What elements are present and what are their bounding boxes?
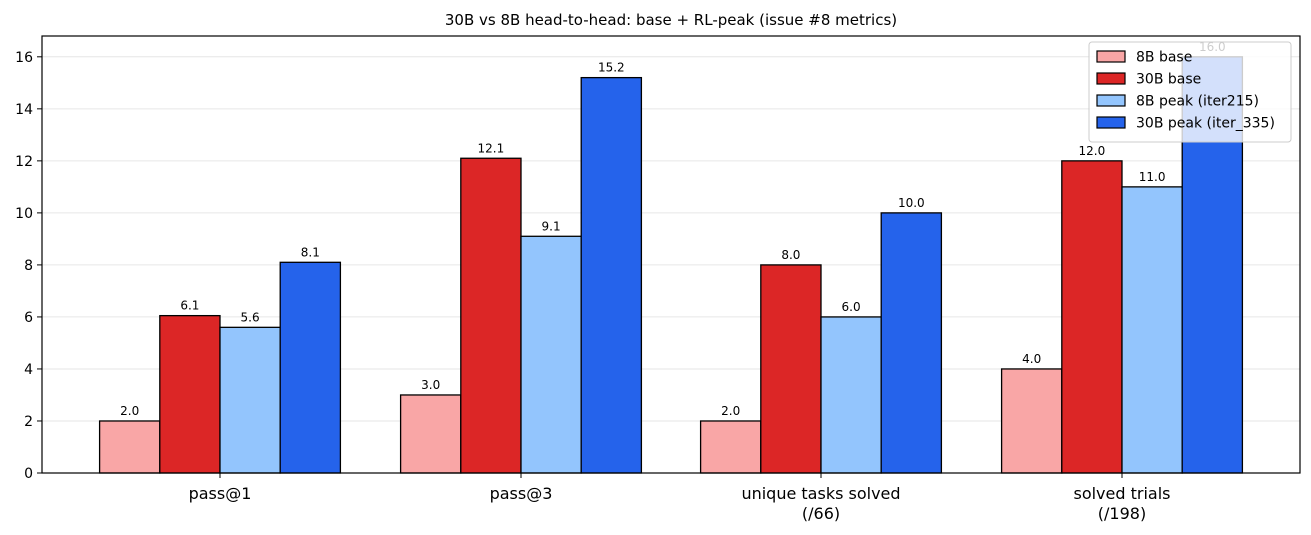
legend-box (1088, 41, 1292, 143)
legend-label: 30B peak (iter_335) (1136, 116, 1275, 132)
data-label: 3.0 (421, 378, 440, 392)
y-tick-label: 2 (24, 414, 33, 430)
data-label: 11.0 (1139, 170, 1166, 184)
bar (159, 314, 221, 474)
bar (279, 261, 342, 474)
data-label: 10.0 (898, 196, 925, 210)
legend-swatch (1096, 94, 1126, 107)
data-label: 6.0 (842, 300, 861, 314)
x-tick-label: pass@1 (189, 484, 252, 503)
data-label: 4.0 (1022, 352, 1041, 366)
y-tick-label: 14 (15, 102, 33, 118)
bar (1000, 368, 1063, 474)
legend-label: 30B base (1136, 72, 1201, 88)
x-tick-label: (/66) (802, 504, 840, 523)
legend: 8B base 30B base 8B peak (iter215) 30B peak… (1088, 41, 1292, 143)
bar (1121, 186, 1183, 474)
data-label: 8.0 (781, 248, 800, 262)
bar (580, 76, 643, 474)
bar (760, 264, 822, 474)
data-label: 8.1 (301, 245, 320, 259)
data-label: 5.6 (241, 310, 260, 324)
legend-swatch (1096, 116, 1126, 129)
y-tick-label: 6 (24, 310, 33, 326)
bars (98, 56, 1244, 474)
data-label: 12.0 (1079, 144, 1106, 158)
y-tick-label: 10 (15, 206, 33, 222)
bar (98, 420, 161, 474)
legend-swatch (1096, 72, 1126, 85)
y-tick-label: 4 (24, 362, 33, 378)
data-label: 12.1 (478, 141, 505, 155)
legend-swatch (1096, 50, 1126, 63)
data-label: 15.2 (598, 61, 625, 75)
legend-label: 8B peak (iter215) (1136, 94, 1259, 110)
y-tick-label: 16 (15, 50, 33, 66)
x-tick-label: pass@3 (490, 484, 553, 503)
data-label: 2.0 (120, 404, 139, 418)
y-tick-label: 12 (15, 154, 33, 170)
bar (520, 235, 582, 474)
y-tick-label: 8 (24, 258, 33, 274)
bar (699, 420, 762, 474)
bar (219, 326, 281, 474)
legend-label: 8B base (1136, 50, 1192, 66)
plot-frame (41, 35, 1301, 474)
y-tick-label: 0 (24, 466, 33, 482)
bar (399, 394, 462, 474)
data-label: 9.1 (542, 219, 561, 233)
bar (1061, 160, 1123, 474)
chart-title: 30B vs 8B head-to-head: base + RL-peak (… (445, 11, 897, 29)
bar (460, 157, 522, 474)
x-tick-label: (/198) (1098, 504, 1146, 523)
data-label: 2.0 (721, 404, 740, 418)
data-label: 6.1 (180, 299, 199, 313)
x-tick-label: unique tasks solved (741, 484, 900, 503)
bar (820, 316, 882, 474)
bar (880, 212, 943, 474)
x-tick-label: solved trials (1073, 484, 1170, 503)
